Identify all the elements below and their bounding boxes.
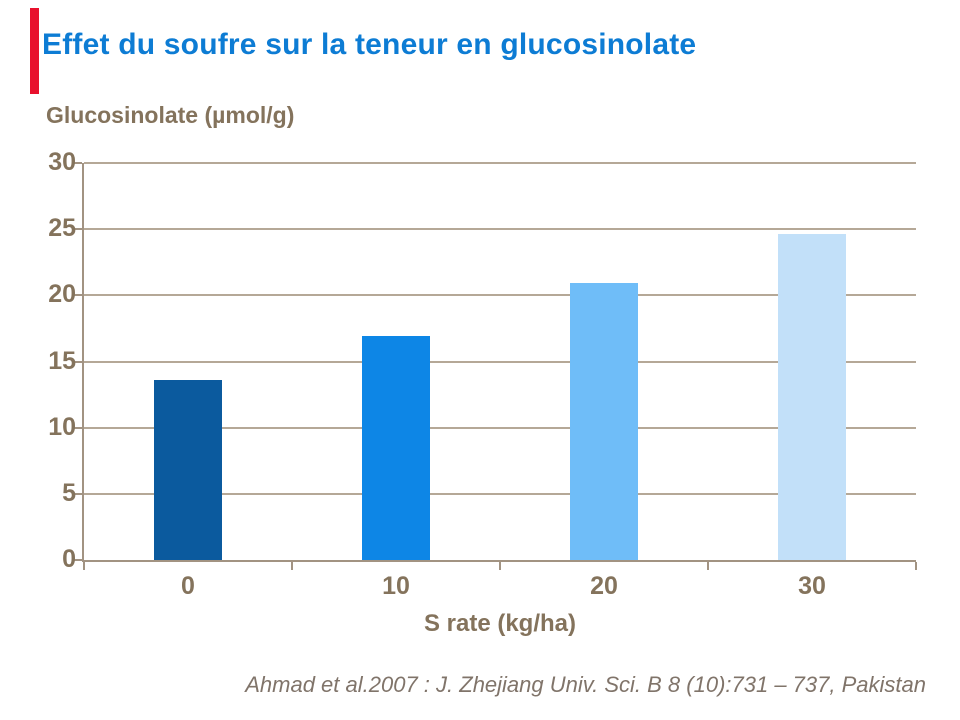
gridline — [84, 492, 916, 495]
slide-title: Effet du soufre sur la teneur en glucosi… — [42, 28, 697, 61]
y-tick-label: 30 — [48, 148, 76, 176]
y-tick-mark — [74, 162, 82, 164]
x-tick-label: 20 — [590, 572, 618, 600]
x-tick-mark — [83, 562, 85, 570]
y-tick-mark — [74, 294, 82, 297]
y-tick-mark — [74, 492, 82, 495]
y-axis-title: Glucosinolate (µmol/g) — [46, 102, 295, 128]
citation-text: Ahmad et al.2007 : J. Zhejiang Univ. Sci… — [245, 672, 926, 697]
y-tick-label: 15 — [48, 346, 76, 375]
y-tick-label: 20 — [48, 280, 76, 309]
y-tick-label: 5 — [62, 478, 76, 507]
y-tick-mark — [74, 559, 82, 561]
gridline — [84, 294, 916, 297]
x-axis-line — [82, 560, 916, 562]
x-tick-label: 10 — [382, 572, 410, 600]
bar — [362, 336, 430, 560]
y-tick-label: 10 — [48, 412, 76, 441]
y-tick-mark — [74, 228, 82, 231]
gridline — [84, 162, 916, 164]
x-tick-mark — [915, 562, 917, 570]
bar — [778, 234, 846, 560]
gridline — [84, 426, 916, 429]
red-accent-bar — [30, 8, 39, 94]
x-axis-title: S rate (kg/ha) — [423, 610, 577, 637]
y-tick-mark — [74, 426, 82, 429]
gridline — [84, 360, 916, 363]
y-tick-label: 25 — [48, 214, 76, 243]
bar — [570, 283, 638, 560]
gridline — [84, 228, 916, 231]
x-tick-label: 0 — [181, 572, 195, 600]
x-tick-mark — [707, 562, 709, 570]
x-tick-mark — [499, 562, 501, 570]
x-tick-label: 30 — [798, 572, 826, 600]
x-tick-mark — [291, 562, 293, 570]
plot-area — [74, 162, 917, 570]
y-tick-label: 0 — [62, 545, 76, 573]
bar — [154, 380, 222, 560]
y-tick-mark — [74, 360, 82, 363]
y-axis-line — [82, 163, 84, 560]
